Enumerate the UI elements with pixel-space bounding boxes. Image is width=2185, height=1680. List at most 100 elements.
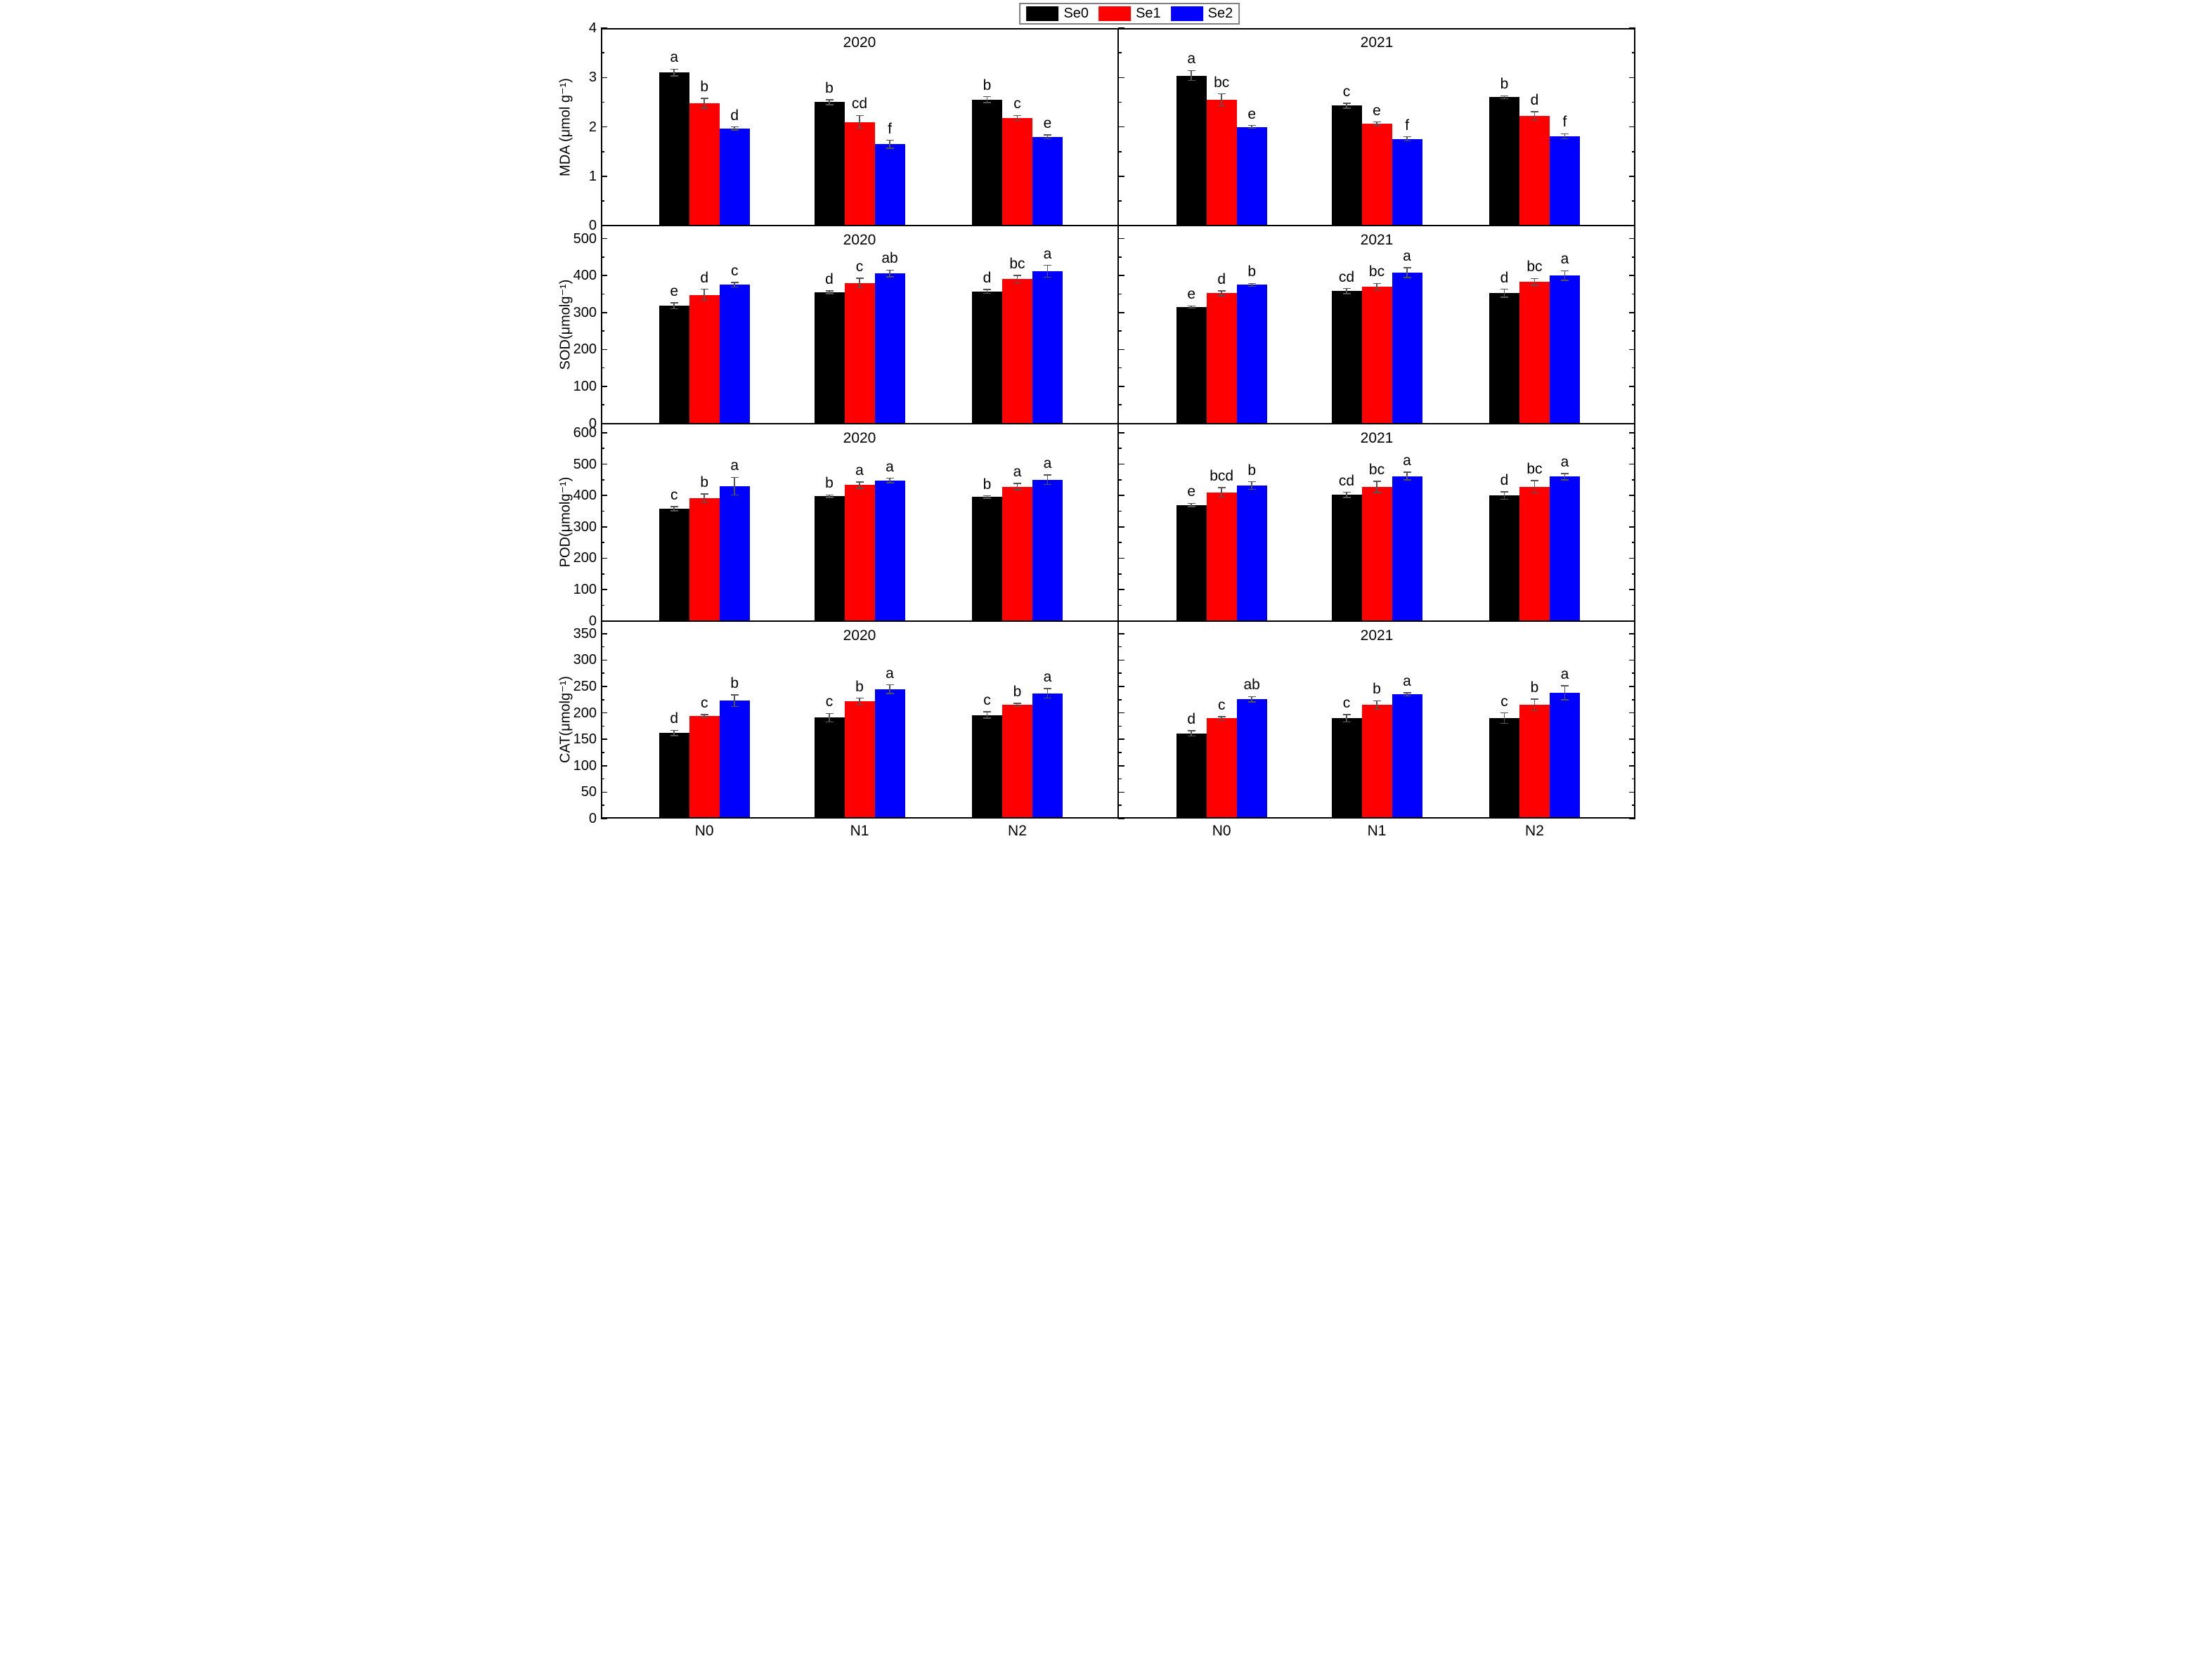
y-tick-mark: [1118, 330, 1122, 332]
y-tick-mark: [601, 479, 604, 481]
error-bar: [1503, 712, 1505, 724]
sig-letter-cat-2020-N1-se2: a: [886, 665, 894, 682]
y-tick-mark: [1629, 526, 1635, 528]
bar-mda-2021-N1-se0: [1331, 105, 1362, 226]
sig-letter-sod-2020-N0-se0: e: [670, 283, 679, 300]
error-bar-cap-top: [1217, 93, 1226, 95]
y-tick-mark: [1629, 77, 1635, 79]
error-bar: [1046, 475, 1049, 485]
error-bar-cap-bottom: [670, 735, 678, 736]
y-tick-mark: [601, 557, 607, 559]
y-tick-mark: [601, 589, 607, 590]
bar-pod-2021-N1-se2: [1392, 476, 1422, 621]
error-bar-cap-top: [1342, 714, 1351, 715]
sig-letter-sod-2021-N0-se2: b: [1247, 263, 1257, 280]
sig-letter-cat-2020-N1-se0: c: [825, 694, 834, 710]
legend-swatch-se2: [1170, 6, 1203, 21]
error-bar: [1534, 699, 1536, 711]
y-tick-label-mda-1: 1: [588, 168, 597, 184]
bar-pod-2020-N1-se1: [844, 485, 875, 621]
error-bar-cap-bottom: [1217, 719, 1226, 721]
x-category-label-n1-col1: N1: [850, 823, 869, 839]
error-bar-cap-bottom: [730, 494, 739, 496]
error-bar-cap-top: [855, 697, 864, 699]
error-bar-cap-top: [1013, 483, 1021, 484]
sig-letter-sod-2020-N1-se1: c: [855, 258, 864, 275]
y-tick-mark: [601, 256, 604, 258]
y-tick-label-cat-50: 50: [581, 784, 597, 800]
y-tick-mark: [601, 349, 607, 351]
y-tick-label-cat-0: 0: [588, 811, 597, 826]
error-bar-cap-bottom: [1013, 705, 1021, 708]
error-bar: [1046, 134, 1049, 139]
error-bar-cap-top: [730, 126, 739, 128]
bar-mda-2020-N0-se2: [719, 128, 750, 226]
x-category-label-n2-col1: N2: [1008, 823, 1027, 839]
error-bar-cap-bottom: [1013, 489, 1021, 490]
error-bar-cap-bottom: [1403, 479, 1411, 481]
y-tick-mark: [1118, 495, 1124, 496]
bar-cat-2021-N2-se1: [1519, 705, 1550, 819]
y-tick-mark: [1118, 712, 1124, 714]
bar-mda-2020-N1-se0: [814, 102, 845, 226]
y-tick-label-cat-150: 150: [573, 731, 597, 748]
bar-sod-2021-N2-se2: [1549, 275, 1580, 424]
sig-letter-mda-2020-N2-se1: c: [1013, 96, 1021, 112]
y-tick-mark: [1632, 725, 1635, 727]
error-bar: [1191, 731, 1192, 736]
y-tick-mark: [1632, 448, 1635, 449]
y-tick-mark: [601, 604, 604, 606]
error-bar: [1406, 472, 1408, 480]
y-tick-mark: [1118, 77, 1124, 79]
error-bar: [1534, 278, 1536, 285]
sig-letter-pod-2020-N0-se1: b: [700, 474, 709, 490]
sig-letter-cat-2020-N2-se2: a: [1043, 669, 1052, 685]
error-bar-cap-top: [1187, 730, 1195, 731]
y-tick-mark: [1118, 27, 1124, 29]
error-bar: [704, 289, 705, 301]
error-bar-cap-bottom: [1342, 497, 1351, 498]
error-bar: [1376, 122, 1377, 125]
error-bar: [1191, 503, 1192, 507]
y-tick-mark: [1118, 699, 1122, 701]
error-bar-cap-bottom: [1560, 479, 1569, 481]
error-bar: [734, 282, 735, 287]
y-tick-mark: [1629, 495, 1635, 496]
sig-letter-sod-2020-N0-se1: d: [700, 269, 709, 286]
y-tick-mark: [1629, 176, 1635, 177]
bar-pod-2021-N0-se2: [1236, 485, 1267, 621]
sig-letter-cat-2020-N0-se0: d: [670, 710, 679, 727]
y-tick-mark: [1118, 52, 1122, 53]
error-bar-cap-top: [700, 98, 708, 99]
error-bar-cap-top: [1013, 115, 1021, 117]
error-bar: [673, 730, 675, 736]
y-tick-mark: [1118, 256, 1122, 258]
error-bar: [1046, 265, 1049, 278]
bar-pod-2020-N2-se0: [971, 497, 1002, 621]
sig-letter-sod-2020-N2-se2: a: [1043, 245, 1052, 262]
sig-letter-cat-2020-N0-se2: b: [730, 675, 739, 692]
bar-cat-2021-N0-se0: [1176, 733, 1207, 819]
y-tick-mark: [1118, 404, 1122, 405]
error-bar-cap-top: [983, 495, 991, 497]
sig-letter-sod-2021-N1-se0: cd: [1338, 268, 1355, 285]
y-tick-mark: [1632, 604, 1635, 606]
error-bar: [734, 695, 735, 707]
sig-letter-pod-2020-N1-se2: a: [886, 458, 894, 475]
error-bar-cap-top: [1043, 688, 1051, 689]
sig-letter-pod-2021-N1-se2: a: [1403, 452, 1411, 469]
error-bar-cap-top: [700, 288, 708, 290]
y-tick-label-pod-200: 200: [573, 550, 597, 566]
y-tick-mark: [1118, 752, 1122, 753]
y-tick-mark: [1118, 526, 1124, 528]
error-bar: [1534, 480, 1536, 493]
panel-title-sod-2020: 2020: [843, 232, 876, 249]
sig-letter-mda-2021-N2-se2: f: [1562, 114, 1567, 131]
bar-mda-2020-N2-se2: [1032, 136, 1063, 226]
sig-letter-mda-2021-N0-se0: a: [1187, 51, 1196, 67]
error-bar: [1534, 111, 1536, 121]
y-tick-mark: [1629, 659, 1635, 661]
error-bar-cap-top: [983, 289, 991, 290]
y-tick-mark: [1118, 725, 1122, 727]
error-bar-cap-bottom: [670, 510, 678, 512]
